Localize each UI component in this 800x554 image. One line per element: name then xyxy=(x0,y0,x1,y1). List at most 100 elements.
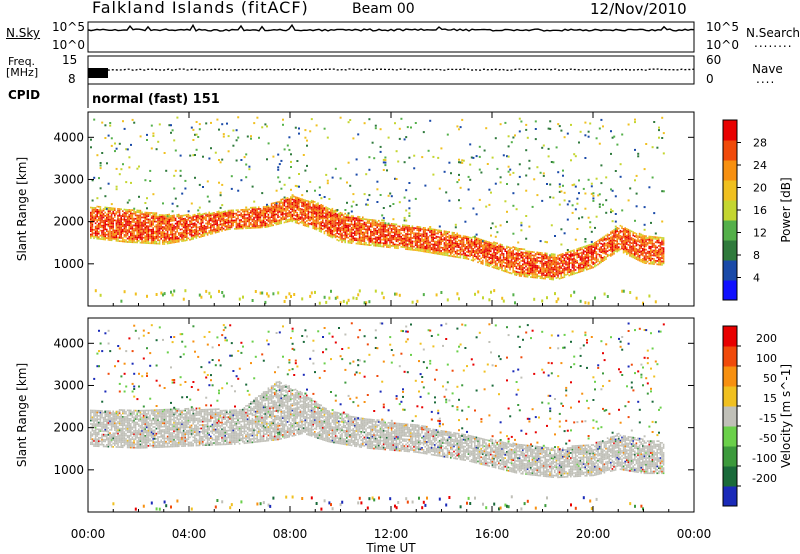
heatmap-cell xyxy=(122,238,124,241)
heatmap-cell xyxy=(482,247,484,250)
heatmap-cell xyxy=(371,232,374,235)
scatter-point xyxy=(109,124,112,127)
heatmap-cell xyxy=(101,233,103,235)
heatmap-cell xyxy=(560,255,562,257)
heatmap-cell xyxy=(368,244,370,246)
heatmap-cell xyxy=(494,255,497,258)
heatmap-cell xyxy=(531,269,534,272)
scatter-point xyxy=(235,159,238,162)
heatmap-cell xyxy=(269,225,271,227)
heatmap-cell xyxy=(267,215,270,218)
heatmap-cell xyxy=(442,233,444,236)
heatmap-cell xyxy=(426,237,428,240)
heatmap-cell xyxy=(158,242,161,245)
heatmap-cell xyxy=(392,223,394,225)
scatter-point xyxy=(488,298,491,302)
heatmap-cell xyxy=(424,234,426,236)
heatmap-cell xyxy=(150,212,153,214)
heatmap-cell xyxy=(394,233,396,236)
heatmap-cell xyxy=(90,235,92,238)
heatmap-cell xyxy=(501,252,503,255)
heatmap-cell xyxy=(360,238,362,240)
heatmap-cell xyxy=(286,214,289,216)
heatmap-cell xyxy=(138,219,140,222)
heatmap-cell xyxy=(566,271,569,274)
heatmap-cell xyxy=(314,212,316,215)
heatmap-cell xyxy=(334,229,337,232)
heatmap-cell xyxy=(162,214,164,217)
heatmap-cell xyxy=(592,244,594,247)
heatmap-cell xyxy=(325,209,327,212)
heatmap-cell xyxy=(117,228,119,230)
heatmap-cell xyxy=(125,214,127,216)
heatmap-cell xyxy=(235,222,238,225)
heatmap-cell xyxy=(542,274,545,276)
heatmap-cell xyxy=(446,242,449,245)
heatmap-cell xyxy=(234,219,236,222)
heatmap-cell xyxy=(427,244,430,247)
heatmap-cell xyxy=(306,206,308,209)
heatmap-cell xyxy=(102,225,105,227)
heatmap-cell xyxy=(525,265,527,268)
heatmap-cell xyxy=(163,222,166,225)
heatmap-cell xyxy=(349,231,351,234)
heatmap-cell xyxy=(453,255,455,258)
heatmap-cell xyxy=(102,230,105,232)
heatmap-cell xyxy=(341,241,343,243)
heatmap-cell xyxy=(253,213,255,216)
heatmap-cell xyxy=(371,224,374,226)
heatmap-cell xyxy=(363,221,366,224)
heatmap-cell xyxy=(464,255,466,258)
heatmap-cell xyxy=(347,226,350,229)
heatmap-cell xyxy=(291,220,294,223)
heatmap-cell xyxy=(410,235,412,237)
heatmap-cell xyxy=(102,226,105,229)
heatmap-cell xyxy=(157,236,159,238)
heatmap-cell xyxy=(179,235,182,238)
heatmap-cell xyxy=(181,220,183,222)
scatter-point xyxy=(232,129,235,132)
heatmap-cell xyxy=(146,228,148,231)
heatmap-cell xyxy=(507,251,510,253)
scatter-point xyxy=(373,157,376,160)
heatmap-cell xyxy=(270,213,273,215)
heatmap-cell xyxy=(261,219,263,222)
heatmap-cell xyxy=(138,216,140,219)
scatter-point xyxy=(397,160,400,163)
heatmap-cell xyxy=(550,256,553,259)
heatmap-cell xyxy=(491,259,494,262)
heatmap-cell xyxy=(510,255,513,258)
heatmap-cell xyxy=(162,232,164,235)
scatter-point xyxy=(242,295,244,299)
heatmap-cell xyxy=(502,261,505,264)
heatmap-cell xyxy=(619,229,622,232)
heatmap-cell xyxy=(539,260,542,263)
heatmap-cell xyxy=(128,220,130,223)
heatmap-cell xyxy=(298,222,300,225)
heatmap-cell xyxy=(144,226,146,229)
heatmap-cell xyxy=(312,202,314,204)
scatter-point xyxy=(485,205,488,208)
scatter-point xyxy=(547,147,550,150)
heatmap-cell xyxy=(168,240,170,243)
heatmap-cell xyxy=(518,258,521,260)
scatter-point xyxy=(382,219,385,222)
heatmap-cell xyxy=(173,238,175,240)
heatmap-cell xyxy=(355,222,358,225)
heatmap-cell xyxy=(594,245,596,248)
heatmap-cell xyxy=(390,228,393,230)
heatmap-cell xyxy=(112,226,114,228)
heatmap-cell xyxy=(392,241,394,244)
heatmap-cell xyxy=(307,219,310,221)
scatter-point xyxy=(573,290,576,294)
heatmap-cell xyxy=(181,214,183,217)
heatmap-cell xyxy=(339,218,342,221)
scatter-point xyxy=(277,176,280,179)
heatmap-cell xyxy=(485,248,487,251)
heatmap-cell xyxy=(342,219,345,222)
heatmap-cell xyxy=(605,239,607,242)
heatmap-cell xyxy=(368,239,370,241)
scatter-point xyxy=(562,169,564,172)
heatmap-cell xyxy=(387,246,390,248)
heatmap-cell xyxy=(360,224,362,227)
